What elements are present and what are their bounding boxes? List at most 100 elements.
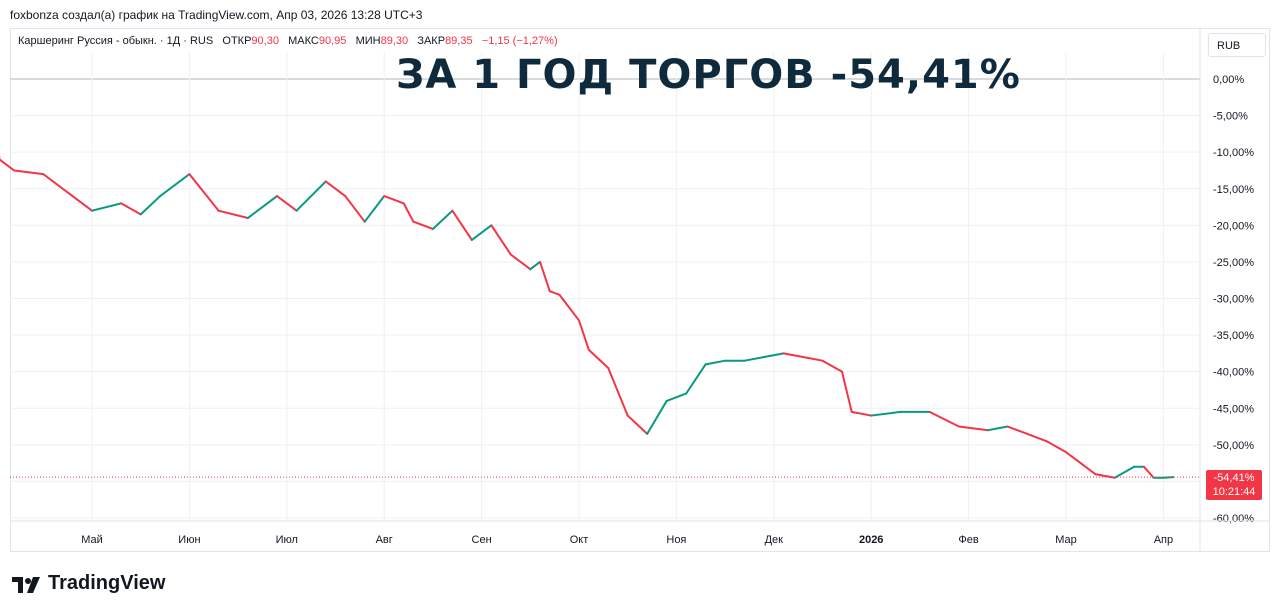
price-segment	[539, 260, 551, 293]
price-segment	[509, 253, 532, 271]
x-tick-label: Сен	[472, 534, 492, 546]
y-tick-label: -25,00%	[1213, 257, 1254, 269]
price-segment	[392, 198, 405, 205]
price-segment	[704, 359, 727, 366]
x-tick-label: Апр	[1154, 534, 1173, 546]
y-tick-label: -40,00%	[1213, 367, 1254, 379]
tradingview-logo-text: TradingView	[48, 572, 166, 594]
price-segment	[139, 195, 162, 216]
y-tick-label: -35,00%	[1213, 330, 1254, 342]
price-segment	[0, 158, 16, 172]
high-label: МАКС	[288, 35, 319, 47]
price-segment	[870, 410, 902, 417]
last-price-badge: -54,41% 10:21:44	[1206, 470, 1262, 500]
y-tick-label: -30,00%	[1213, 294, 1254, 306]
price-segment	[1074, 458, 1097, 476]
x-tick-label: Фев	[958, 534, 978, 546]
low-value: 89,30	[380, 35, 409, 47]
price-segment	[490, 224, 512, 256]
price-segment	[91, 202, 123, 212]
symbol-name: Каршеринг Руссия - обыкн. · 1Д · RUS	[18, 35, 214, 47]
price-segment	[529, 260, 542, 271]
price-segment	[850, 410, 873, 417]
x-tick-label: Окт	[570, 534, 589, 546]
price-segment	[42, 173, 74, 198]
price-segment	[363, 195, 386, 223]
price-segment	[578, 319, 590, 351]
price-segment	[665, 392, 688, 402]
price-segment	[928, 410, 960, 428]
price-segment	[821, 359, 843, 373]
x-tick-label: Мар	[1055, 534, 1077, 546]
price-segment	[763, 352, 785, 359]
price-segment	[246, 195, 279, 220]
x-tick-label: Дек	[765, 534, 784, 546]
x-tick-label: Май	[81, 534, 103, 546]
tradingview-logo[interactable]: TradingView	[12, 572, 165, 595]
price-segment	[587, 348, 610, 370]
symbol-legend: Каршеринг Руссия - обыкн. · 1Д · RUS ОТК…	[18, 35, 558, 47]
x-tick-label: Июн	[178, 534, 200, 546]
x-tick-label: Июл	[276, 534, 298, 546]
price-segment	[607, 367, 629, 417]
price-segment	[685, 363, 707, 395]
price-segment	[558, 293, 580, 322]
price-segment	[802, 356, 824, 362]
y-tick-label: -60,00%	[1213, 513, 1254, 525]
price-segment	[402, 202, 415, 223]
currency-selector[interactable]: RUB	[1208, 33, 1266, 57]
change-value: −1,15 (−1,27%)	[481, 35, 558, 47]
price-segment	[159, 173, 191, 198]
last-price-value: -54,41%	[1213, 472, 1255, 484]
chart-frame	[10, 28, 1270, 552]
y-tick-label: -5,00%	[1213, 111, 1248, 123]
price-segment	[1113, 465, 1136, 479]
open-value: 90,30	[251, 35, 279, 47]
price-segment	[324, 180, 347, 198]
price-segment	[957, 425, 990, 432]
price-segment	[1006, 425, 1029, 435]
x-tick-label: Авг	[376, 534, 393, 546]
price-segment	[1142, 465, 1155, 479]
y-tick-label: -50,00%	[1213, 440, 1254, 452]
close-value: 89,35	[445, 35, 473, 47]
y-tick-label: -45,00%	[1213, 403, 1254, 415]
price-segment	[295, 180, 327, 212]
price-segment	[646, 399, 668, 435]
price-segment	[431, 209, 454, 230]
price-segment	[1065, 451, 1077, 461]
y-tick-label: -15,00%	[1213, 184, 1254, 196]
tradingview-logo-icon	[12, 576, 40, 593]
open-label: ОТКР	[222, 35, 252, 47]
price-segment	[188, 173, 220, 212]
chart-headline: ЗА 1 ГОД ТОРГОВ -54,41%	[396, 52, 1021, 98]
countdown-time: 10:21:44	[1212, 486, 1256, 498]
low-label: МИН	[355, 35, 381, 47]
price-segment	[13, 169, 45, 176]
price-segment	[412, 220, 434, 230]
price-segment	[1026, 432, 1048, 443]
close-label: ЗАКР	[417, 35, 446, 47]
price-segment	[217, 209, 249, 220]
y-tick-label: 0,00%	[1213, 74, 1244, 86]
price-segment	[782, 352, 805, 359]
price-segment	[548, 290, 561, 296]
price-segment	[344, 195, 366, 223]
chart-attribution: foxbonza создал(а) график на TradingView…	[10, 8, 423, 22]
price-segment	[71, 195, 93, 212]
x-tick-label: Ноя	[666, 534, 686, 546]
price-segment	[840, 370, 853, 413]
y-tick-label: -10,00%	[1213, 147, 1254, 159]
high-value: 90,95	[318, 35, 347, 47]
y-tick-label: -20,00%	[1213, 220, 1254, 232]
price-segment	[987, 425, 1009, 432]
price-segment	[1045, 440, 1067, 454]
x-tick-label: 2026	[859, 534, 883, 546]
price-segment	[276, 195, 298, 212]
price-segment	[743, 356, 766, 362]
price-segment	[470, 224, 493, 241]
price-segment	[383, 195, 395, 201]
price-segment	[626, 414, 649, 435]
price-segment	[120, 202, 142, 216]
